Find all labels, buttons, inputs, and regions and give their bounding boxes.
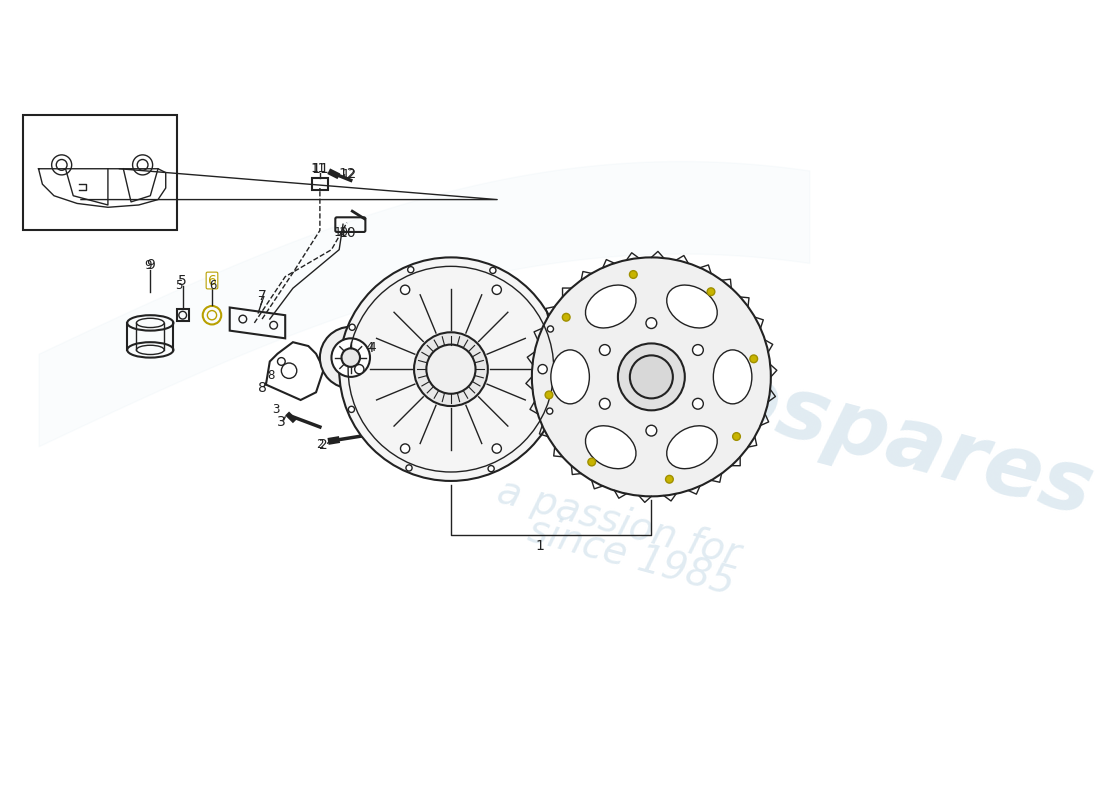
Ellipse shape — [667, 426, 717, 469]
Text: a passion for: a passion for — [493, 472, 745, 574]
Text: 8: 8 — [267, 369, 275, 382]
Circle shape — [341, 348, 360, 367]
Ellipse shape — [585, 426, 636, 469]
Ellipse shape — [585, 285, 636, 328]
Bar — [176, 309, 189, 322]
Circle shape — [400, 444, 409, 453]
Text: since 1985: since 1985 — [525, 510, 739, 602]
Circle shape — [406, 465, 412, 471]
Circle shape — [600, 398, 610, 409]
Text: 11: 11 — [311, 162, 329, 176]
Text: 12: 12 — [338, 167, 355, 181]
Circle shape — [693, 398, 703, 409]
Circle shape — [587, 458, 595, 466]
Text: 10: 10 — [338, 226, 355, 240]
Text: 6: 6 — [209, 279, 217, 293]
Bar — [312, 178, 328, 190]
Circle shape — [414, 332, 487, 406]
Text: 1: 1 — [535, 539, 544, 554]
Text: 5: 5 — [175, 279, 183, 293]
Circle shape — [600, 345, 610, 355]
Text: 7: 7 — [257, 289, 266, 303]
Ellipse shape — [713, 350, 752, 404]
Circle shape — [354, 365, 364, 374]
Circle shape — [646, 318, 657, 329]
Circle shape — [492, 444, 502, 453]
Circle shape — [331, 338, 370, 377]
Circle shape — [750, 355, 758, 362]
Circle shape — [548, 326, 553, 332]
Circle shape — [547, 408, 553, 414]
Bar — [23, 114, 177, 230]
Circle shape — [408, 266, 414, 273]
Circle shape — [538, 365, 547, 374]
Circle shape — [693, 345, 703, 355]
Text: 9: 9 — [144, 258, 152, 272]
Circle shape — [618, 343, 685, 410]
Text: 4: 4 — [365, 342, 374, 355]
Circle shape — [629, 270, 637, 278]
Circle shape — [546, 391, 553, 398]
Text: 3: 3 — [272, 402, 279, 416]
Text: 9: 9 — [146, 258, 155, 272]
Text: eurospares: eurospares — [556, 313, 1100, 534]
Text: 11: 11 — [310, 162, 326, 175]
Text: 2: 2 — [316, 438, 323, 451]
Circle shape — [320, 326, 382, 389]
Circle shape — [562, 314, 570, 321]
Circle shape — [532, 258, 771, 496]
Circle shape — [488, 466, 494, 472]
Circle shape — [427, 345, 475, 394]
Circle shape — [733, 433, 740, 440]
Ellipse shape — [667, 285, 717, 328]
Ellipse shape — [551, 350, 590, 404]
Circle shape — [349, 324, 355, 330]
Text: 2: 2 — [319, 438, 328, 452]
Circle shape — [666, 475, 673, 483]
Circle shape — [492, 285, 502, 294]
Circle shape — [490, 267, 496, 274]
Circle shape — [646, 426, 657, 436]
Text: 12: 12 — [342, 168, 356, 181]
Text: 4: 4 — [368, 341, 376, 354]
Circle shape — [349, 406, 354, 413]
Text: 3: 3 — [277, 414, 286, 429]
Text: 6: 6 — [208, 274, 217, 287]
Text: 7: 7 — [256, 295, 264, 308]
Circle shape — [707, 288, 715, 295]
Circle shape — [630, 355, 673, 398]
Text: 8: 8 — [257, 382, 266, 395]
Text: 10: 10 — [334, 226, 349, 239]
Circle shape — [400, 285, 409, 294]
Text: 5: 5 — [178, 274, 187, 287]
Circle shape — [339, 258, 563, 481]
